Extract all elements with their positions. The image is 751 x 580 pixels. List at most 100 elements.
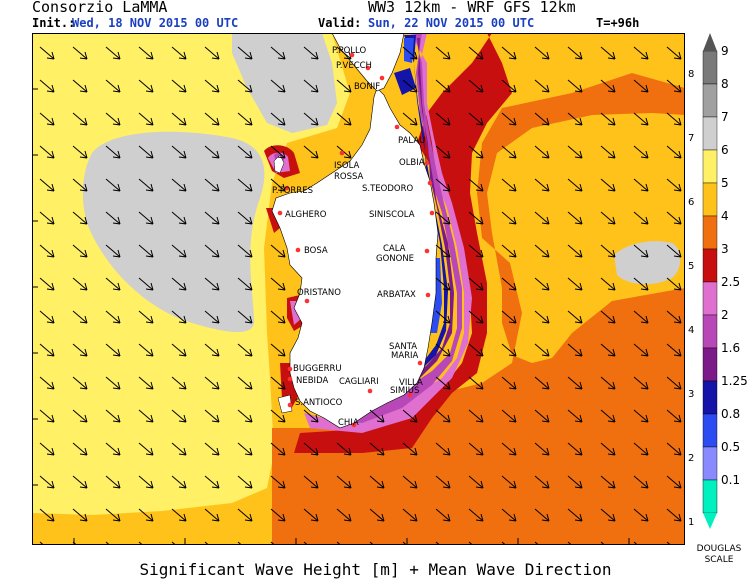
wave-arrow <box>237 145 253 159</box>
wave-arrow <box>105 46 121 60</box>
scale-swatch <box>702 347 718 382</box>
wave-arrow <box>270 277 286 291</box>
wave-arrow <box>72 475 88 489</box>
marker-bonif <box>379 75 385 81</box>
wave-arrow <box>39 442 55 456</box>
place-label: GONONE <box>376 254 414 264</box>
wave-arrow <box>105 475 121 489</box>
scale-swatch <box>702 314 718 349</box>
corsica-land <box>331 33 405 92</box>
marker-buggerru <box>287 366 293 372</box>
scale-swatch <box>702 50 718 85</box>
wave-arrow <box>468 244 484 258</box>
marker-siniscola <box>429 210 435 216</box>
wave-arrow <box>270 508 286 522</box>
asinara-island <box>273 154 285 174</box>
marker-palau <box>394 124 400 130</box>
wave-arrow <box>270 442 286 456</box>
place-label: CAGLIARI <box>339 377 379 387</box>
scale-value-label: 3 <box>721 242 729 256</box>
wave-arrow <box>270 244 286 258</box>
wave-arrow <box>402 79 418 93</box>
band-1p6-2-east <box>324 33 462 423</box>
scale-swatch <box>702 446 718 481</box>
wave-arrow <box>138 178 154 192</box>
wave-arrow <box>633 310 649 324</box>
wave-arrow <box>39 112 55 126</box>
wave-arrow <box>534 409 550 423</box>
scale-swatch <box>702 215 718 250</box>
scale-swatch <box>702 149 718 184</box>
wave-arrow <box>534 79 550 93</box>
wave-arrow <box>666 475 682 489</box>
wave-arrow <box>435 475 451 489</box>
scale-swatch <box>702 380 718 415</box>
place-label: P.TORRES <box>272 186 313 196</box>
wave-arrow <box>600 46 616 60</box>
wave-arrow <box>534 442 550 456</box>
wave-arrow <box>171 409 187 423</box>
wave-arrow <box>237 343 253 357</box>
model-title: WW3 12km - WRF GFS 12km <box>368 0 576 16</box>
santantioco-island <box>277 394 293 414</box>
wave-arrow <box>105 145 121 159</box>
wave-arrow <box>567 475 583 489</box>
wave-arrow <box>567 145 583 159</box>
wave-arrow <box>567 310 583 324</box>
wave-arrow <box>303 508 319 522</box>
scale-value-label: 0.5 <box>721 440 740 454</box>
wave-arrow <box>72 211 88 225</box>
wave-height-map: P.POLLO P.VECCH BONIF PALAU OLBIA ISOLA … <box>32 33 685 545</box>
wave-arrow <box>435 442 451 456</box>
wave-arrow <box>666 211 682 225</box>
wave-arrow <box>567 343 583 357</box>
douglas-value-label: 1 <box>688 517 694 528</box>
wave-arrow <box>567 508 583 522</box>
wave-arrow <box>105 277 121 291</box>
wave-arrow <box>600 277 616 291</box>
wave-arrow <box>105 508 121 522</box>
wave-arrow <box>369 475 385 489</box>
douglas-value-label: 3 <box>688 389 694 400</box>
wave-arrow <box>501 145 517 159</box>
wave-arrow <box>633 79 649 93</box>
place-label: ROSSA <box>334 172 364 182</box>
wave-arrow <box>138 277 154 291</box>
init-label: Init.: <box>32 16 76 30</box>
wave-arrow <box>600 244 616 258</box>
wave-arrow <box>600 145 616 159</box>
wave-arrow <box>369 442 385 456</box>
wave-arrow <box>270 145 286 159</box>
marker-chia <box>351 422 357 428</box>
wave-arrow <box>468 211 484 225</box>
wave-arrow <box>138 475 154 489</box>
wave-arrow <box>600 343 616 357</box>
wave-arrow <box>435 211 451 225</box>
wave-arrow <box>402 442 418 456</box>
wave-arrow <box>72 244 88 258</box>
wave-arrow <box>435 145 451 159</box>
wave-arrow <box>39 46 55 60</box>
douglas-value-label: 6 <box>688 197 694 208</box>
scale-swatch <box>702 248 718 283</box>
wave-arrow <box>39 409 55 423</box>
wave-arrow <box>39 178 55 192</box>
wave-arrow <box>39 343 55 357</box>
scale-value-label: 2 <box>721 308 729 322</box>
scale-swatch <box>702 479 718 514</box>
scale-swatch <box>702 413 718 448</box>
valid-label: Valid: <box>318 16 362 30</box>
wave-arrow <box>237 244 253 258</box>
wave-arrow <box>534 211 550 225</box>
place-label: ARBATAX <box>377 290 416 300</box>
wave-arrow <box>72 343 88 357</box>
place-label: S.ANTIOCO <box>295 398 343 408</box>
wave-arrow <box>435 79 451 93</box>
wave-arrow <box>600 508 616 522</box>
wave-arrow <box>468 409 484 423</box>
wave-arrow <box>402 409 418 423</box>
wave-arrow <box>600 178 616 192</box>
wave-arrow <box>171 112 187 126</box>
wave-arrow <box>204 178 220 192</box>
wave-arrow <box>435 376 451 390</box>
